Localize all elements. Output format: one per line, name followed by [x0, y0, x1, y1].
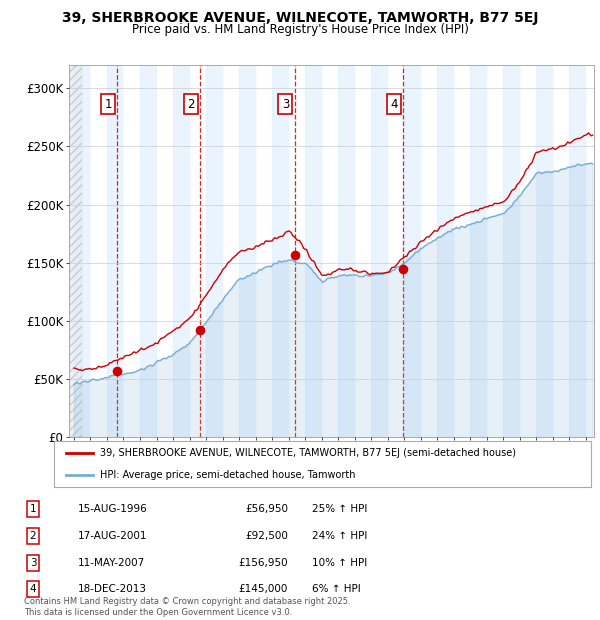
- Bar: [190, 65, 206, 437]
- Text: 15-AUG-1996: 15-AUG-1996: [78, 504, 148, 515]
- Text: Contains HM Land Registry data © Crown copyright and database right 2025.
This d: Contains HM Land Registry data © Crown c…: [24, 598, 350, 617]
- Bar: [338, 65, 355, 437]
- Bar: [107, 65, 124, 437]
- Bar: [140, 65, 157, 437]
- Bar: [206, 65, 223, 437]
- Bar: [421, 65, 437, 437]
- Bar: [157, 65, 173, 437]
- Bar: [553, 65, 569, 437]
- Bar: [173, 65, 190, 437]
- Bar: [65, 65, 82, 437]
- Bar: [256, 65, 272, 437]
- Text: 11-MAY-2007: 11-MAY-2007: [78, 557, 145, 568]
- Text: £56,950: £56,950: [245, 504, 288, 515]
- Text: 10% ↑ HPI: 10% ↑ HPI: [312, 557, 367, 568]
- Text: 6% ↑ HPI: 6% ↑ HPI: [312, 584, 361, 595]
- Text: 2: 2: [187, 98, 194, 110]
- Text: 3: 3: [29, 557, 37, 568]
- Bar: [289, 65, 305, 437]
- Bar: [74, 65, 91, 437]
- Bar: [503, 65, 520, 437]
- Text: 18-DEC-2013: 18-DEC-2013: [78, 584, 147, 595]
- Bar: [124, 65, 140, 437]
- Text: 4: 4: [391, 98, 398, 110]
- Text: 4: 4: [29, 584, 37, 595]
- Point: [195, 325, 205, 335]
- Text: HPI: Average price, semi-detached house, Tamworth: HPI: Average price, semi-detached house,…: [100, 470, 355, 480]
- Text: Price paid vs. HM Land Registry's House Price Index (HPI): Price paid vs. HM Land Registry's House …: [131, 23, 469, 36]
- Bar: [272, 65, 289, 437]
- Point: [398, 264, 408, 273]
- Text: £145,000: £145,000: [239, 584, 288, 595]
- Text: 25% ↑ HPI: 25% ↑ HPI: [312, 504, 367, 515]
- Bar: [239, 65, 256, 437]
- Bar: [569, 65, 586, 437]
- Bar: [437, 65, 454, 437]
- Bar: [388, 65, 404, 437]
- Bar: [223, 65, 239, 437]
- Text: 39, SHERBROOKE AVENUE, WILNECOTE, TAMWORTH, B77 5EJ (semi-detached house): 39, SHERBROOKE AVENUE, WILNECOTE, TAMWOR…: [100, 448, 515, 458]
- Text: £92,500: £92,500: [245, 531, 288, 541]
- Bar: [322, 65, 338, 437]
- Bar: [487, 65, 503, 437]
- Bar: [65, 65, 82, 437]
- Text: 2: 2: [29, 531, 37, 541]
- Bar: [404, 65, 421, 437]
- Text: 1: 1: [104, 98, 112, 110]
- Bar: [536, 65, 553, 437]
- Bar: [91, 65, 107, 437]
- Text: £156,950: £156,950: [238, 557, 288, 568]
- Text: 39, SHERBROOKE AVENUE, WILNECOTE, TAMWORTH, B77 5EJ: 39, SHERBROOKE AVENUE, WILNECOTE, TAMWOR…: [62, 11, 538, 25]
- Text: 3: 3: [282, 98, 289, 110]
- Text: 17-AUG-2001: 17-AUG-2001: [78, 531, 148, 541]
- Bar: [470, 65, 487, 437]
- Point: [112, 366, 122, 376]
- Bar: [520, 65, 536, 437]
- Bar: [371, 65, 388, 437]
- Text: 1: 1: [29, 504, 37, 515]
- Point: [290, 250, 299, 260]
- Bar: [305, 65, 322, 437]
- Text: 24% ↑ HPI: 24% ↑ HPI: [312, 531, 367, 541]
- Bar: [355, 65, 371, 437]
- Bar: [586, 65, 594, 437]
- Bar: [454, 65, 470, 437]
